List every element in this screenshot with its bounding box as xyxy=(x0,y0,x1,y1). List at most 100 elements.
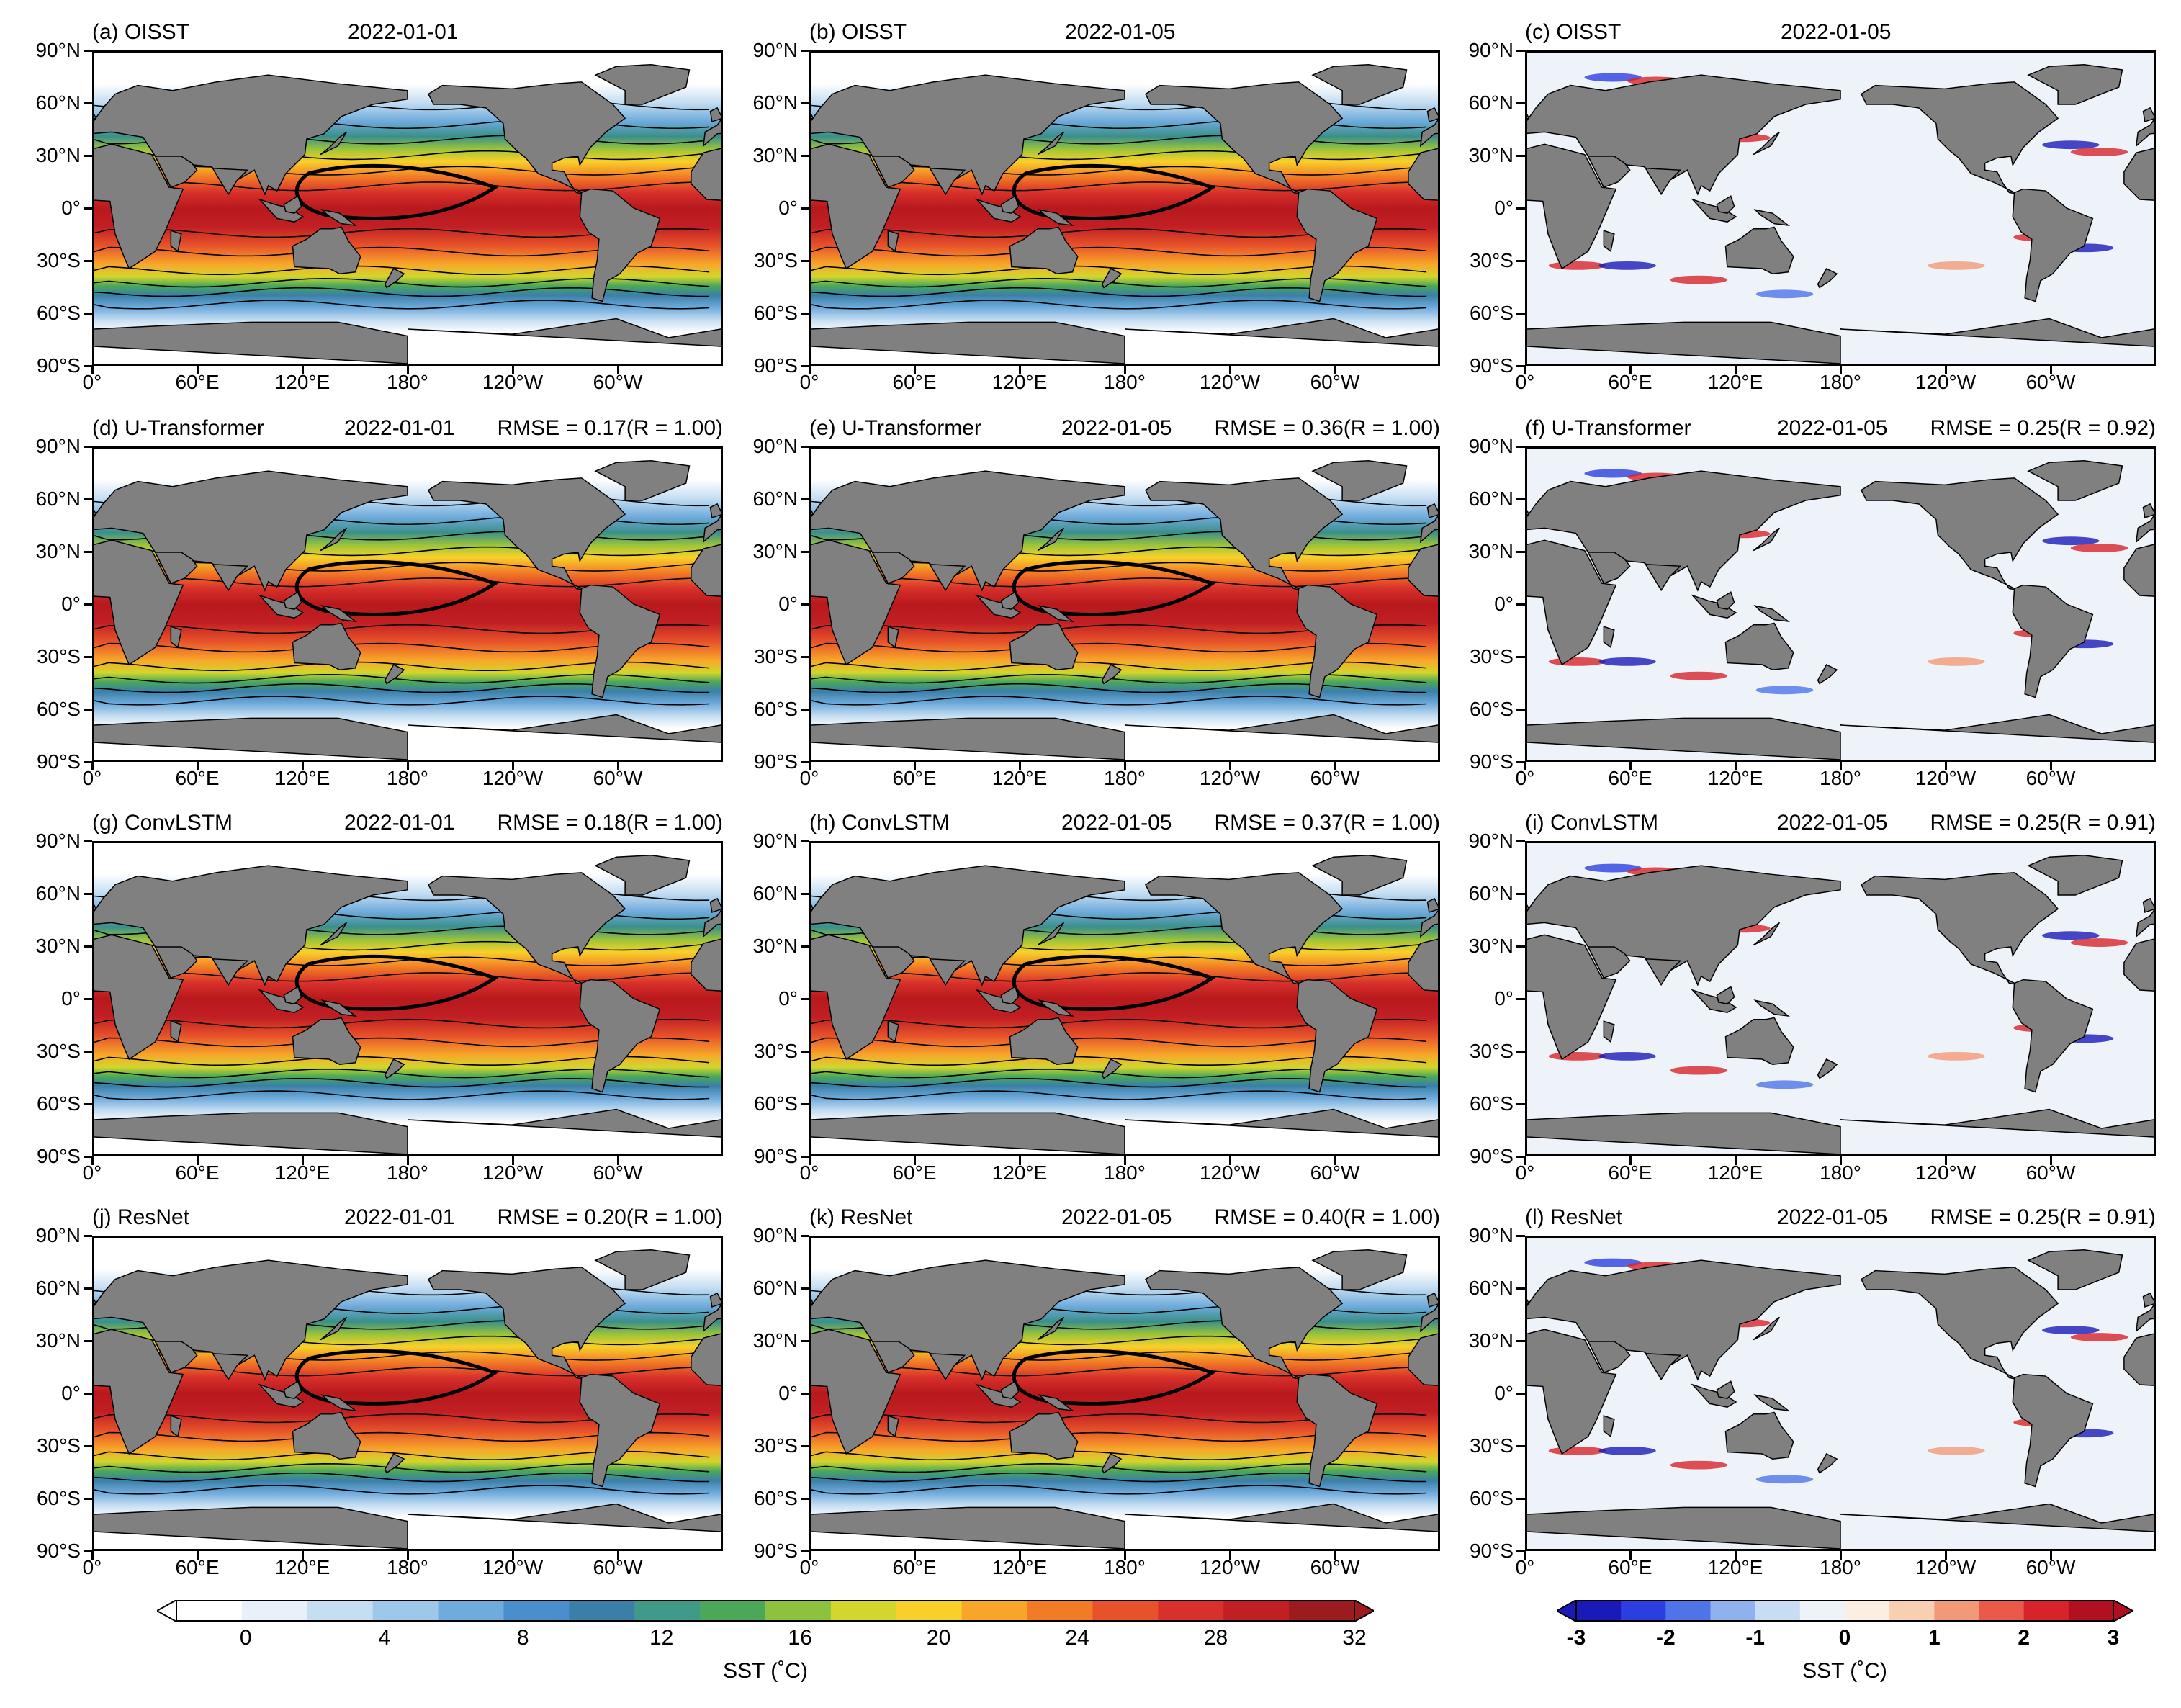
map-panel-g xyxy=(92,841,723,1156)
colorbar-segment xyxy=(1755,1600,1801,1622)
land-mass xyxy=(170,230,182,253)
sst-contour xyxy=(94,1472,710,1483)
colorbar-segment xyxy=(700,1600,766,1622)
lon-tick xyxy=(1124,1156,1126,1165)
map-svg xyxy=(94,843,721,1154)
lat-tick-label: 30°S xyxy=(1469,1434,1514,1457)
panel-label: (b) OISST xyxy=(809,20,907,44)
colorbar-segment xyxy=(1799,1600,1845,1622)
lon-tick-label: 180° xyxy=(1104,1161,1146,1184)
lat-tick-label: 90°S xyxy=(753,750,798,773)
lat-tick xyxy=(1516,656,1525,658)
colorbar-sst-tick: 32 xyxy=(1342,1626,1367,1650)
lat-tick-label: 60°S xyxy=(753,698,798,720)
sst-contour xyxy=(811,1367,1427,1377)
lat-tick-label: 60°S xyxy=(36,1092,81,1115)
map-panel-b xyxy=(809,50,1440,366)
land-mass xyxy=(871,552,915,585)
lon-tick xyxy=(1019,1551,1021,1560)
map-panel-l xyxy=(1525,1236,2156,1551)
lon-tick-label: 120°W xyxy=(482,1161,544,1184)
colorbar-segment xyxy=(765,1600,832,1622)
colorbar-segment xyxy=(1665,1600,1711,1622)
land-mass xyxy=(811,318,1438,364)
land-mass xyxy=(1527,107,2154,122)
warm-pool-contour xyxy=(1012,559,1216,616)
land-mass xyxy=(1645,1352,1682,1381)
lat-tick xyxy=(84,551,92,553)
colorbar-segment xyxy=(896,1600,963,1622)
colorbar-diff xyxy=(1557,1600,2133,1622)
lat-tick-label: 90°N xyxy=(752,435,798,457)
lat-tick-label: 60°N xyxy=(35,1277,81,1299)
panel-label: (i) ConvLSTM xyxy=(1525,811,1659,835)
lat-tick-label: 0° xyxy=(1494,593,1514,615)
lat-tick xyxy=(801,761,809,763)
lat-tick-label: 60°S xyxy=(36,1487,81,1509)
lat-tick-label: 60°N xyxy=(35,487,81,510)
lon-tick xyxy=(512,1551,514,1560)
lat-tick-label: 30°N xyxy=(1468,144,1514,166)
colorbar-diff-tick: 3 xyxy=(2107,1626,2120,1650)
lon-tick-label: 120°E xyxy=(274,1161,330,1184)
land-mass xyxy=(1753,1316,1781,1341)
land-mass xyxy=(1587,946,1631,979)
lon-tick-label: 60°E xyxy=(175,1161,220,1184)
lon-tick xyxy=(1629,1156,1632,1165)
land-mass xyxy=(1009,622,1079,670)
land-mass xyxy=(1817,268,1838,289)
lat-tick xyxy=(84,260,92,262)
map-panel-j xyxy=(92,1236,723,1551)
land-mass xyxy=(292,1411,361,1460)
lon-tick xyxy=(2050,762,2052,770)
land-mass xyxy=(811,1108,1438,1154)
land-mass xyxy=(428,81,626,195)
land-mass xyxy=(1716,195,1735,215)
map-svg xyxy=(811,53,1438,364)
lat-tick xyxy=(1516,551,1525,553)
colorbar-diff-tick: 1 xyxy=(1928,1626,1941,1650)
land-mass xyxy=(428,872,626,986)
lon-tick xyxy=(914,366,916,374)
sst-contour xyxy=(94,1367,710,1377)
lat-tick-label: 60°N xyxy=(752,91,798,114)
land-mass xyxy=(1861,477,2059,591)
lat-tick-label: 0° xyxy=(778,1382,798,1404)
sst-contour xyxy=(94,1077,710,1088)
colorbar-sst-tick: 20 xyxy=(926,1626,951,1650)
lon-tick-label: 180° xyxy=(1820,1556,1861,1578)
panel-label: (g) ConvLSTM xyxy=(92,811,233,835)
lon-tick-label: 60°W xyxy=(1310,1161,1360,1184)
lat-tick xyxy=(801,1103,809,1105)
land-mass xyxy=(94,318,721,364)
land-mass xyxy=(94,934,721,1061)
anomaly-streak xyxy=(2042,931,2100,940)
land-mass xyxy=(1145,872,1344,986)
anomaly-streak xyxy=(1928,657,1985,666)
panel-label: (e) U-Transformer xyxy=(809,416,981,440)
lon-tick-label: 60°E xyxy=(1608,767,1652,789)
lat-tick-label: 90°N xyxy=(35,830,81,852)
land-mass xyxy=(579,188,661,302)
panel-date: 2022-01-05 xyxy=(1777,416,1888,440)
land-mass xyxy=(811,503,1438,518)
anomaly-streak xyxy=(1670,1460,1728,1470)
land-mass xyxy=(2027,64,2123,105)
lon-tick-label: 180° xyxy=(1104,371,1146,393)
lat-tick-label: 60°S xyxy=(1469,1487,1514,1509)
sst-contour xyxy=(811,1077,1427,1088)
lon-tick xyxy=(1019,366,1021,374)
land-mass xyxy=(811,143,1438,270)
colorbar-segment xyxy=(830,1600,897,1622)
land-mass xyxy=(94,1503,721,1549)
lat-tick xyxy=(801,945,809,948)
lat-tick-label: 90°N xyxy=(35,435,81,457)
land-mass xyxy=(1101,664,1123,685)
lon-tick xyxy=(91,762,94,770)
lat-tick xyxy=(84,155,92,157)
lon-tick xyxy=(1334,1156,1336,1165)
lon-tick-label: 0° xyxy=(82,1161,102,1184)
land-mass xyxy=(1037,1316,1065,1341)
land-mass xyxy=(320,209,358,227)
warm-pool-contour xyxy=(1012,954,1216,1011)
